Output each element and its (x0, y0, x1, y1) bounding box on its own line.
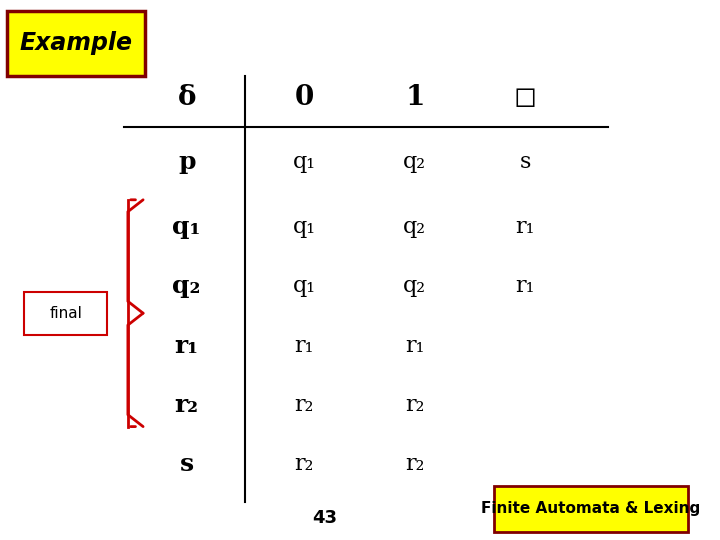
Text: r₂: r₂ (405, 394, 425, 416)
Text: r₂: r₂ (405, 454, 425, 475)
Text: r₂: r₂ (294, 454, 314, 475)
Text: s: s (179, 453, 194, 476)
Text: r₂: r₂ (294, 394, 314, 416)
Text: r₁: r₁ (294, 335, 314, 356)
Text: p: p (178, 150, 195, 174)
FancyBboxPatch shape (7, 11, 145, 76)
Text: s: s (520, 151, 531, 173)
Text: Example: Example (19, 31, 132, 55)
Text: r₁: r₁ (405, 335, 425, 356)
Text: r₁: r₁ (516, 275, 535, 297)
Text: r₁: r₁ (174, 334, 199, 357)
Text: q₂: q₂ (403, 151, 426, 173)
FancyBboxPatch shape (24, 292, 107, 335)
FancyBboxPatch shape (494, 486, 688, 532)
Text: q₁: q₁ (292, 151, 316, 173)
Text: q₂: q₂ (403, 216, 426, 238)
Text: r₂: r₂ (175, 393, 199, 417)
Text: r₁: r₁ (516, 216, 535, 238)
Text: Finite Automata & Lexing: Finite Automata & Lexing (482, 502, 701, 516)
Text: δ: δ (177, 84, 196, 111)
Text: q₂: q₂ (173, 274, 201, 298)
Text: q₁: q₁ (172, 215, 201, 239)
Text: q₂: q₂ (403, 275, 426, 297)
Text: q₁: q₁ (292, 275, 316, 297)
Text: 1: 1 (405, 84, 425, 111)
Text: q₁: q₁ (292, 216, 316, 238)
Text: 43: 43 (312, 509, 338, 528)
Text: 0: 0 (294, 84, 314, 111)
Text: ◻: ◻ (514, 84, 537, 111)
Text: final: final (49, 306, 82, 321)
